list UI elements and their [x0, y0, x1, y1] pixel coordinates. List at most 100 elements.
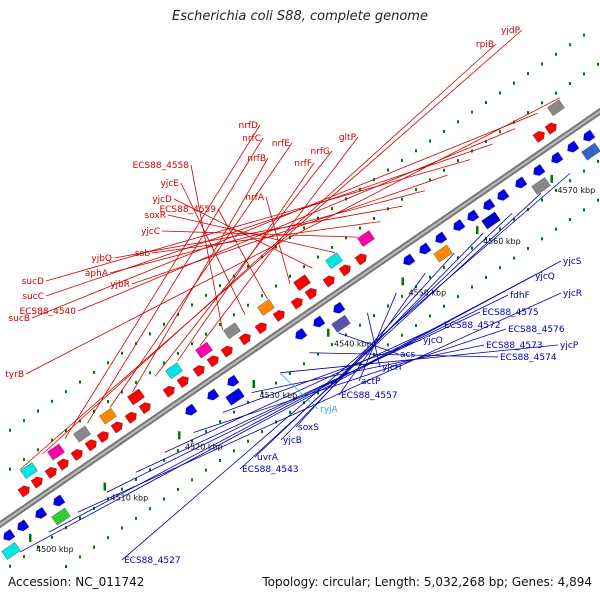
tick-dot — [443, 265, 445, 269]
reverse-feature — [1, 542, 21, 560]
tick-dot — [149, 371, 151, 375]
reverse-feature — [433, 244, 453, 263]
reverse-label: ECS88_4543 — [242, 465, 299, 475]
rna-leader — [279, 372, 319, 410]
tick-dot — [37, 545, 39, 549]
reverse-feature — [481, 211, 501, 230]
tick-dot — [65, 429, 67, 433]
tick-dot — [93, 545, 95, 549]
forward-feature — [73, 425, 91, 443]
forward-gene — [354, 253, 367, 266]
reverse-label: soxS — [298, 423, 319, 433]
tick-dot — [541, 198, 543, 202]
forward-gene — [290, 297, 303, 310]
tick-dot — [513, 256, 515, 260]
tick-dot — [191, 478, 193, 482]
tick-dot — [23, 457, 25, 461]
forward-feature — [325, 252, 343, 269]
label-leader-lines — [19, 29, 571, 561]
reverse-label: actP — [361, 377, 381, 387]
reverse-label: ECS88_4557 — [341, 391, 398, 401]
reverse-label: yjcQ — [535, 272, 555, 282]
reverse-label: ECS88_4573 — [486, 341, 543, 351]
tick-dot — [79, 516, 81, 520]
tick-dot — [331, 207, 333, 211]
tick-dot — [121, 526, 123, 530]
tick-dot — [205, 332, 207, 336]
tick-dot — [107, 361, 109, 365]
reverse-gene — [435, 231, 448, 244]
tick-dot — [247, 439, 249, 443]
reverse-gene — [403, 253, 416, 266]
forward-leader — [132, 157, 269, 393]
forward-label: nrfG — [310, 147, 330, 157]
tick-dot — [401, 197, 403, 201]
forward-gene — [544, 122, 557, 135]
forward-gene — [272, 310, 285, 322]
tick-dot — [555, 188, 557, 192]
reverse-gene — [53, 494, 66, 507]
forward-feature — [223, 322, 241, 340]
tick-dot — [135, 516, 137, 520]
forward-feature — [127, 388, 145, 406]
forward-gene — [206, 355, 219, 368]
tick-dot — [247, 303, 249, 307]
tick-dot — [457, 295, 459, 299]
reverse-gene — [35, 506, 48, 519]
reverse-label: ECS88_4574 — [500, 353, 557, 363]
tick-dot — [177, 487, 179, 491]
tick-dot — [23, 419, 25, 423]
tick-dot — [415, 149, 417, 153]
forward-label: nrfC — [242, 134, 261, 144]
tick-dot — [205, 429, 207, 433]
tick-dot — [275, 245, 277, 249]
reverse-leader — [280, 344, 559, 374]
scale-ticks: 4500 kbp 4510 kbp 4520 kbp 4530 kbp 4540 kbp… — [29, 174, 595, 554]
reverse-gene — [227, 374, 240, 387]
tick-dot — [51, 438, 53, 442]
tick-dot — [51, 399, 53, 403]
forward-feature — [547, 99, 565, 117]
forward-leader — [109, 142, 293, 408]
tick-dot — [37, 448, 39, 452]
tick-dot — [317, 216, 319, 220]
reverse-feature — [531, 177, 551, 195]
scale-tick-mark — [29, 533, 32, 542]
scale-tick-label: 4510 kbp — [111, 494, 149, 503]
forward-gene — [84, 439, 97, 452]
tick-dot — [359, 226, 361, 230]
forward-label: gltP — [339, 133, 357, 143]
scale-tick-label: 4520 kbp — [185, 442, 223, 451]
reverse-leader — [338, 272, 426, 396]
reverse-label: ECS88_4527 — [124, 556, 181, 566]
tick-dot — [107, 536, 109, 540]
genome-backbone — [0, 107, 600, 529]
tick-dot — [163, 497, 165, 501]
forward-feature — [20, 462, 38, 479]
scale-tick-mark — [476, 226, 479, 235]
tick-dot — [429, 314, 431, 318]
reverse-leader — [251, 344, 485, 394]
scale-tick-mark — [327, 328, 330, 337]
forward-leader — [64, 124, 261, 439]
reverse-gene — [483, 198, 496, 211]
tick-dot — [331, 381, 333, 385]
tick-dot — [261, 430, 263, 434]
forward-gene — [532, 131, 545, 143]
tick-dot — [303, 362, 305, 366]
tick-dot — [289, 274, 291, 278]
tick-dot — [583, 208, 585, 212]
forward-leader — [180, 182, 246, 315]
tick-dot — [9, 428, 11, 432]
reverse-leader — [48, 275, 534, 533]
tick-dot — [93, 370, 95, 374]
tick-dot — [443, 129, 445, 133]
tick-dot — [429, 178, 431, 182]
tick-dot — [569, 82, 571, 86]
tick-dot — [457, 159, 459, 163]
forward-label: sucC — [22, 292, 44, 302]
forward-gene — [176, 376, 189, 388]
tick-dot — [359, 362, 361, 366]
forward-label: soxR — [145, 211, 167, 221]
reverse-label: yjcR — [563, 289, 582, 299]
